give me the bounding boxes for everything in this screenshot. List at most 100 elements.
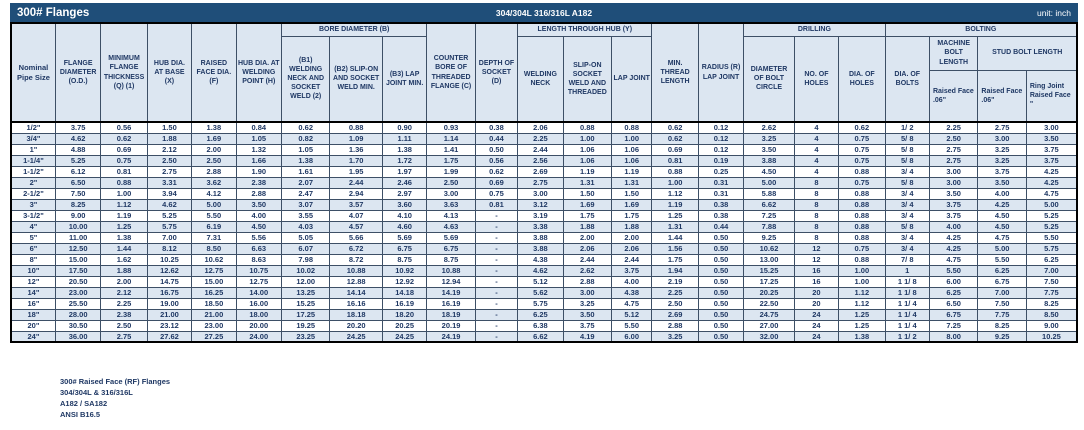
table-cell: 4 (793, 132, 840, 145)
col-header-bolt-circle: DIAMETER OF BOLT CIRCLE (743, 35, 795, 123)
table-cell: 14.00 (235, 286, 282, 299)
table-row: 14" 23.00 2.12 16.75 16.25 14.00 13.25 14.14 14.… (10, 286, 1078, 299)
table-cell: 3.60 (381, 198, 428, 211)
table-cell: 4.75 (977, 231, 1027, 244)
table-cell: 1 1/ 4 (884, 319, 930, 332)
table-cell: 17.25 (743, 275, 795, 288)
table-cell: 4.38 (517, 253, 564, 266)
table-cell: 0.50 (474, 143, 519, 156)
table-cell: 1 1/ 8 (884, 286, 930, 299)
table-cell: 15.25 (743, 264, 795, 277)
table-cell: 0.38 (474, 121, 519, 134)
table-cell: 0.75 (838, 143, 886, 156)
table-cell: 18.20 (381, 308, 428, 321)
table-cell: 0.82 (280, 132, 331, 145)
table-cell: 3.57 (329, 198, 383, 211)
col-header-y-welding-neck: WELDING NECK (517, 35, 564, 123)
table-cell: - (474, 297, 519, 310)
table-cell: 3/ 4 (884, 231, 930, 244)
table-cell: - (474, 264, 519, 277)
table-cell: 0.88 (838, 209, 886, 222)
table-cell: 5.66 (329, 231, 383, 244)
table-cell: 2.25 (100, 297, 148, 310)
table-cell: 0.69 (651, 143, 699, 156)
table-cell: 0.56 (474, 154, 519, 167)
table-row: 4" 10.00 1.25 5.75 6.19 4.50 4.03 4.57 4.60 4.63-… (10, 220, 1078, 233)
table-cell: 24 (793, 308, 840, 321)
table-cell: 0.62 (838, 121, 886, 134)
table-cell: 0.88 (838, 231, 886, 244)
table-cell: 2.50 (146, 154, 193, 167)
table-cell: 5.50 (611, 319, 653, 332)
table-cell: 3.25 (651, 330, 699, 343)
table-cell: 7.98 (280, 253, 331, 266)
table-cell: 12.94 (426, 275, 476, 288)
table-cell: 5.56 (235, 231, 282, 244)
table-cell: 11.00 (54, 231, 102, 244)
table-cell: 3.00 (517, 187, 564, 200)
table-cell: 0.88 (838, 220, 886, 233)
footer-note-line: 304/304L & 316/316L (60, 388, 133, 397)
table-cell: 15.25 (280, 297, 331, 310)
table-cell: 19.00 (146, 297, 193, 310)
table-cell: 2.50 (191, 154, 237, 167)
footer-notes: 300# Raised Face (RF) Flanges 304/304L &… (60, 376, 170, 420)
table-row: 3/4" 4.62 0.62 1.88 1.69 1.05 0.82 1.09 1.11 1.14… (10, 132, 1078, 145)
table-cell: 10.75 (235, 264, 282, 277)
table-cell: 4.50 (235, 220, 282, 233)
table-cell: 14.14 (329, 286, 383, 299)
table-cell: 15.00 (191, 275, 237, 288)
table-cell: 6.19 (191, 220, 237, 233)
table-cell: - (474, 286, 519, 299)
table-cell: 8.63 (235, 253, 282, 266)
table-cell: 0.50 (697, 319, 745, 332)
table-cell: 8.75 (381, 253, 428, 266)
table-cell: 1.19 (562, 165, 613, 178)
table-cell: 6.75 (381, 242, 428, 255)
col-header-depth-of-socket: DEPTH OF SOCKET (D) (474, 22, 519, 123)
table-cell: 21.00 (191, 308, 237, 321)
table-cell: 6.75 (426, 242, 476, 255)
col-header-y-lap-joint: LAP JOINT (611, 35, 653, 123)
table-cell: 2.44 (517, 143, 564, 156)
table-cell: 4.38 (611, 286, 653, 299)
table-cell: 4.63 (426, 220, 476, 233)
table-cell: 12 (793, 242, 840, 255)
table-cell: 1.66 (235, 154, 282, 167)
table-cell: 3.62 (191, 176, 237, 189)
table-cell: 2.00 (100, 275, 148, 288)
table-cell: 2.38 (100, 308, 148, 321)
group-header-bore-diameter: BORE DIAMETER (B) (280, 22, 428, 37)
table-cell: 8.50 (191, 242, 237, 255)
table-cell: 0.88 (651, 165, 699, 178)
table-cell: 0.62 (280, 121, 331, 134)
table-cell: 2.88 (651, 319, 699, 332)
table-cell: 7.50 (1025, 275, 1078, 288)
table-cell: 4.60 (381, 220, 428, 233)
table-cell: 6.25 (1025, 253, 1078, 266)
table-cell: 2.88 (235, 187, 282, 200)
table-cell: 2.44 (611, 253, 653, 266)
table-cell: 10.62 (191, 253, 237, 266)
table-cell: 2.00 (611, 231, 653, 244)
table-cell: 3.88 (517, 231, 564, 244)
table-row: 1/2" 3.75 0.56 1.50 1.38 0.84 0.62 0.88 0.90 0.93… (10, 121, 1078, 134)
table-cell: 8 (793, 231, 840, 244)
table-cell: 18.19 (426, 308, 476, 321)
table-cell: 4.00 (235, 209, 282, 222)
table-cell: 30.50 (54, 319, 102, 332)
col-header-dia-bolts: DIA. OF BOLTS (884, 35, 930, 123)
table-cell: 4.13 (426, 209, 476, 222)
group-header-bolting: BOLTING (884, 22, 1078, 37)
table-cell: 12.62 (146, 264, 193, 277)
table-cell: 4.50 (743, 165, 795, 178)
table-cell: 0.75 (838, 154, 886, 167)
table-cell: 5.05 (280, 231, 331, 244)
row-pipe-size: 18" (10, 308, 56, 321)
table-cell: 5.00 (743, 176, 795, 189)
table-cell: 6.07 (280, 242, 331, 255)
table-cell: 0.25 (697, 165, 745, 178)
footer-note-line: A182 / SA182 (60, 399, 108, 408)
table-cell: 2.62 (743, 121, 795, 134)
table-cell: 3.75 (977, 165, 1027, 178)
